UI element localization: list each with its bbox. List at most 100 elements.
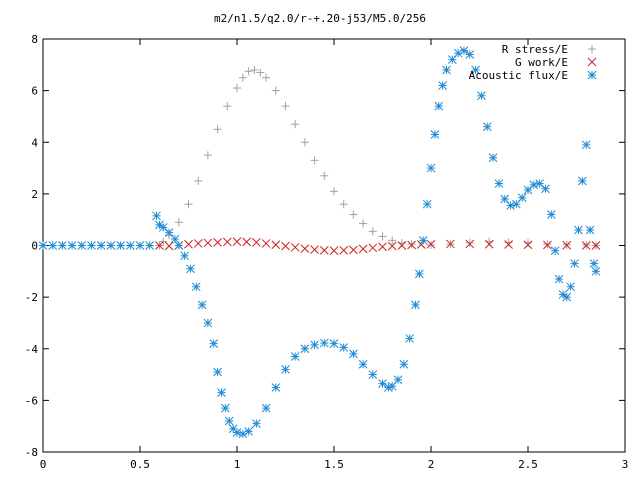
data-point — [378, 242, 387, 252]
data-point — [58, 241, 67, 250]
data-point — [465, 238, 474, 247]
data-point — [224, 416, 234, 426]
data-point — [271, 86, 280, 95]
data-point — [550, 246, 560, 256]
data-point — [543, 240, 552, 250]
data-point — [399, 359, 409, 369]
data-point — [393, 375, 403, 385]
data-point — [170, 234, 180, 244]
data-point — [459, 46, 469, 55]
data-point — [77, 241, 87, 250]
data-point — [125, 241, 135, 250]
data-point — [524, 238, 532, 247]
data-point — [290, 352, 300, 361]
data-point — [67, 241, 77, 250]
data-point — [581, 241, 591, 250]
data-point — [477, 91, 486, 101]
data-point — [577, 176, 587, 186]
data-point — [422, 199, 432, 209]
series-plus — [155, 65, 600, 250]
series-layer — [38, 46, 601, 439]
y-tick-label: 2 — [31, 188, 38, 201]
data-point — [446, 239, 455, 249]
data-point — [504, 240, 513, 249]
data-point — [418, 235, 428, 245]
x-tick-label: 2.5 — [518, 458, 538, 471]
data-point — [523, 240, 533, 250]
data-point — [465, 50, 475, 59]
series-cross — [155, 237, 601, 256]
data-point — [209, 339, 219, 348]
data-point — [271, 383, 281, 392]
data-point — [570, 259, 579, 268]
data-point — [397, 241, 407, 250]
data-point — [405, 334, 415, 343]
data-point — [329, 246, 339, 256]
data-point — [217, 388, 226, 397]
x-tick-label: 0 — [40, 458, 47, 471]
data-point — [566, 282, 576, 292]
data-point — [155, 220, 164, 230]
data-point — [213, 238, 222, 247]
data-point — [581, 140, 591, 150]
y-tick-label: 6 — [31, 85, 38, 98]
data-point — [232, 237, 242, 246]
data-point — [203, 318, 213, 328]
data-point — [291, 120, 300, 129]
data-point — [250, 65, 259, 74]
data-point — [319, 246, 329, 255]
data-point — [504, 238, 513, 247]
data-point — [310, 245, 319, 254]
data-point — [482, 122, 492, 132]
data-point — [252, 419, 261, 428]
data-point — [186, 264, 195, 274]
data-point — [368, 243, 378, 253]
data-point — [349, 245, 358, 255]
data-point — [194, 176, 203, 185]
data-point — [541, 184, 550, 194]
data-point — [465, 239, 475, 249]
data-point — [589, 259, 599, 268]
y-tick-label: -2 — [25, 291, 38, 304]
y-tick-label: 4 — [31, 136, 38, 149]
data-point — [174, 241, 184, 250]
data-point — [193, 239, 203, 248]
data-point — [438, 81, 447, 90]
data-point — [48, 241, 58, 250]
data-point — [484, 239, 494, 249]
x-tick-label: 0.5 — [130, 458, 150, 471]
data-point — [96, 241, 106, 250]
data-point — [256, 68, 265, 77]
data-point — [488, 153, 498, 163]
x-tick-label: 3 — [622, 458, 629, 471]
data-point — [329, 339, 339, 348]
x-tick-label: 1 — [234, 458, 241, 471]
data-point — [574, 225, 583, 235]
data-point — [244, 67, 253, 76]
data-point — [106, 241, 116, 250]
data-point — [290, 242, 300, 252]
legend-label: R stress/E — [502, 43, 568, 56]
legend-marker — [587, 57, 597, 67]
data-point — [430, 130, 440, 139]
data-point — [261, 403, 271, 413]
data-point — [319, 338, 329, 348]
data-point — [213, 367, 222, 377]
data-point — [554, 274, 564, 284]
data-point — [368, 370, 378, 379]
data-point — [339, 246, 349, 255]
data-point — [184, 239, 193, 249]
data-point — [252, 238, 261, 247]
data-point — [164, 241, 174, 251]
data-point — [213, 125, 222, 134]
x-tick-label: 1.5 — [324, 458, 344, 471]
chart-title: m2/n1.5/q2.0/r-+.20-j53/M5.0/256 — [214, 12, 426, 25]
y-tick-label: -6 — [25, 394, 38, 407]
data-point — [416, 240, 426, 249]
data-point — [415, 269, 424, 279]
legend-label: Acoustic flux/E — [469, 69, 568, 82]
data-point — [546, 210, 556, 219]
data-point — [242, 237, 252, 247]
data-point — [300, 244, 310, 253]
legend-label: G work/E — [515, 56, 568, 69]
